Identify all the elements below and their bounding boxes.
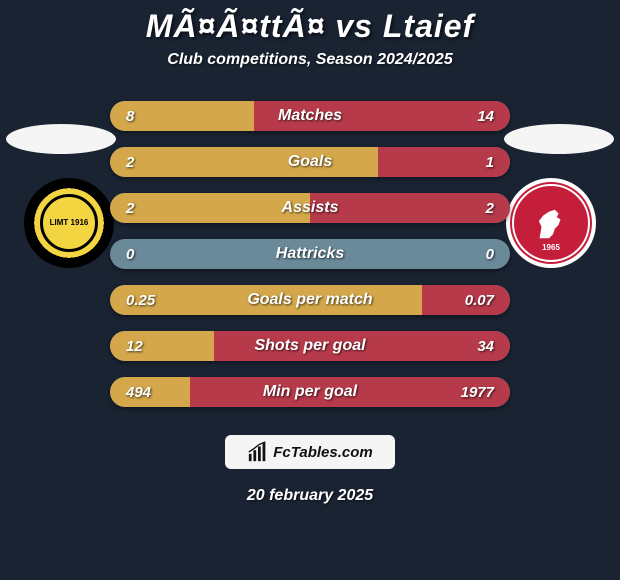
stat-row: 494 1977 Min per goal [110, 377, 510, 407]
stats-rows: 8 14 Matches 2 1 Goals 2 2 Assists 0 0 Hattricks 0.2… [110, 101, 510, 407]
stat-label: Goals per match [247, 291, 372, 309]
stat-label: Shots per goal [254, 337, 365, 355]
right-value: 1 [486, 154, 494, 171]
left-value: 2 [126, 200, 134, 217]
subtitle: Club competitions, Season 2024/2025 [167, 51, 452, 69]
stat-label: Min per goal [263, 383, 357, 401]
left-value: 8 [126, 108, 134, 125]
stat-label: Matches [278, 107, 342, 125]
fctables-watermark: FcTables.com [225, 435, 395, 469]
right-value: 2 [486, 200, 494, 217]
right-fill [310, 193, 510, 223]
left-fill [110, 193, 310, 223]
stat-row: 2 1 Goals [110, 147, 510, 177]
left-value: 0 [126, 246, 134, 263]
stat-row: 0.25 0.07 Goals per match [110, 285, 510, 315]
stat-row: 12 34 Shots per goal [110, 331, 510, 361]
left-team-badge [24, 178, 114, 268]
right-value: 34 [477, 338, 494, 355]
horse-icon [532, 204, 570, 242]
stat-row: 2 2 Assists [110, 193, 510, 223]
fctables-label: FcTables.com [273, 444, 372, 461]
bar-chart-icon [247, 441, 269, 463]
left-ellipse-decoration [6, 124, 116, 154]
left-value: 2 [126, 154, 134, 171]
left-value: 0.25 [126, 292, 155, 309]
badge-year: 1965 [542, 243, 560, 252]
stat-label: Assists [282, 199, 339, 217]
left-value: 494 [126, 384, 151, 401]
stat-label: Hattricks [276, 245, 344, 263]
comparison-card: MÃ¤Ã¤ttÃ¤ vs Ltaief Club competitions, S… [0, 0, 620, 580]
right-value: 0 [486, 246, 494, 263]
comparison-date: 20 february 2025 [247, 487, 373, 505]
right-value: 0.07 [465, 292, 494, 309]
left-value: 12 [126, 338, 143, 355]
left-fill [110, 147, 378, 177]
main-title: MÃ¤Ã¤ttÃ¤ vs Ltaief [146, 8, 474, 45]
right-value: 14 [477, 108, 494, 125]
stat-row: 0 0 Hattricks [110, 239, 510, 269]
right-value: 1977 [461, 384, 494, 401]
stat-label: Goals [288, 153, 332, 171]
stat-row: 8 14 Matches [110, 101, 510, 131]
right-ellipse-decoration [504, 124, 614, 154]
right-team-badge: 1965 [506, 178, 596, 268]
